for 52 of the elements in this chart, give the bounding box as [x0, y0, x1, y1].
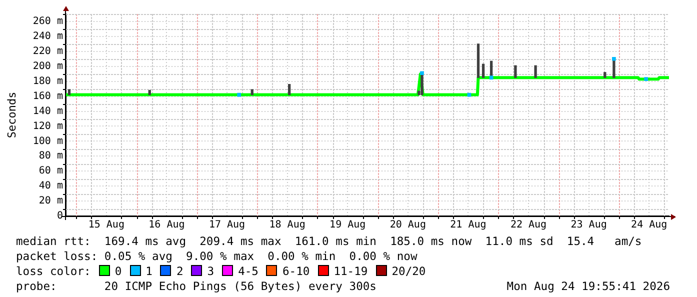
bar	[148, 90, 151, 96]
bar	[68, 89, 71, 96]
x-tick-label: 15 Aug	[88, 220, 124, 231]
y-tick-label: 100 m	[32, 136, 63, 147]
legend-label: 1	[146, 265, 152, 278]
bar	[604, 72, 606, 78]
bar	[514, 65, 517, 78]
y-tick-label: 0	[56, 210, 63, 222]
legend-label: 3	[207, 265, 214, 278]
y-tick-label: 20 m	[38, 196, 63, 207]
bar	[482, 64, 485, 78]
point	[237, 92, 241, 97]
bar	[476, 44, 480, 78]
y-tick-label: 240 m	[32, 31, 63, 42]
legend-label: 4-5	[238, 265, 258, 278]
y-axis-title: Seconds	[5, 92, 18, 138]
text: Mon Aug 24 19:55:41 2026	[506, 280, 670, 293]
legend-label: 2	[176, 265, 184, 278]
x-tick-label: 20 Aug	[390, 220, 426, 231]
y-tick-label: 220 m	[32, 46, 63, 57]
text: probe: 20 ICMP Echo Pings (56 Bytes) every 300s	[16, 280, 376, 293]
x-tick-label: 16 Aug	[148, 220, 185, 231]
point	[420, 71, 424, 76]
x-tick-label: 23 Aug	[570, 220, 607, 231]
legend-label: 11-19	[334, 265, 368, 278]
x-tick-label: 19 Aug	[330, 220, 366, 231]
y-tick-label: 60 m	[38, 166, 63, 177]
x-tick-label: 18 Aug	[269, 220, 306, 231]
y-tick-label: 200 m	[32, 60, 63, 72]
point	[612, 56, 616, 61]
point	[644, 77, 648, 82]
y-tick-label: 120 m	[32, 120, 63, 132]
text: packet loss: 0.05 % avg 9.00 % max 0.00 % min 0.00 % now	[16, 250, 418, 263]
bar	[534, 65, 537, 78]
text: median rtt: 169.4 ms avg 209.4 ms max 161.0 ms min 185.0 ms now 11.0 ms sd 15.4 am/s	[16, 235, 642, 248]
y-tick-label: 180 m	[32, 76, 63, 87]
legend-title: loss color:	[16, 265, 91, 278]
bar	[288, 84, 291, 96]
y-tick-label: 260 m	[32, 16, 63, 28]
point	[489, 76, 494, 80]
y-tick-label: 140 m	[32, 106, 63, 117]
x-tick-label: 17 Aug	[208, 220, 246, 231]
y-tick-label: 40 m	[38, 180, 63, 192]
bar	[250, 89, 254, 96]
legend-label: 0	[114, 265, 122, 278]
legend-label: 6-10	[282, 265, 310, 278]
x-tick-label: 24 Aug	[631, 220, 668, 231]
y-tick-label: 160 m	[32, 90, 63, 102]
legend-label: 20/20	[392, 265, 426, 278]
x-tick-label: 22 Aug	[510, 220, 547, 231]
x-tick-label: 21 Aug	[450, 220, 486, 231]
y-tick-label: 80 m	[38, 150, 63, 162]
